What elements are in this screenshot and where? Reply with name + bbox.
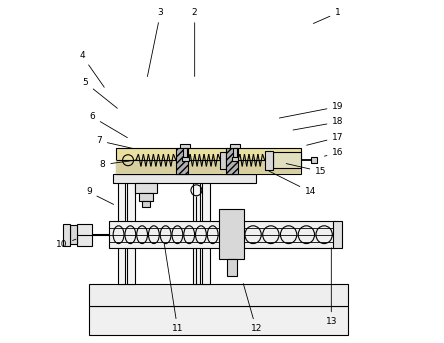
Text: 18: 18 — [293, 117, 344, 130]
Bar — [118, 182, 125, 284]
Bar — [70, 225, 78, 244]
Bar — [116, 160, 301, 174]
Bar — [230, 144, 240, 148]
Text: 14: 14 — [269, 171, 317, 197]
Text: 17: 17 — [307, 133, 344, 145]
Bar — [227, 259, 238, 276]
Text: 13: 13 — [325, 248, 337, 326]
Text: 3: 3 — [147, 8, 163, 76]
Text: 8: 8 — [99, 160, 137, 169]
Text: 1: 1 — [313, 8, 341, 23]
Text: 15: 15 — [286, 164, 327, 176]
Bar — [232, 157, 238, 161]
Bar — [139, 193, 153, 201]
Text: 6: 6 — [89, 113, 127, 138]
Bar — [77, 224, 92, 246]
Bar — [63, 224, 70, 246]
Bar — [265, 151, 273, 170]
Text: 2: 2 — [192, 8, 198, 76]
Text: 10: 10 — [56, 239, 76, 249]
Bar — [176, 148, 188, 174]
Bar — [273, 152, 301, 168]
Bar — [113, 174, 256, 184]
Bar — [333, 221, 341, 248]
Bar — [311, 157, 317, 163]
Text: 16: 16 — [325, 148, 344, 157]
Bar — [127, 182, 135, 284]
Text: 4: 4 — [79, 51, 104, 87]
Bar — [142, 201, 150, 208]
Bar — [233, 148, 237, 158]
Bar — [193, 182, 201, 284]
Bar — [89, 284, 349, 306]
Text: 19: 19 — [279, 102, 344, 118]
Text: 12: 12 — [243, 283, 262, 333]
Text: 11: 11 — [164, 244, 183, 333]
Bar — [218, 209, 244, 259]
Bar — [180, 144, 190, 148]
Bar — [109, 221, 335, 248]
Bar — [89, 306, 349, 335]
Bar — [116, 148, 301, 174]
Text: 7: 7 — [96, 136, 134, 149]
Bar — [183, 148, 187, 158]
Bar — [226, 148, 238, 174]
Bar — [220, 152, 226, 169]
Text: 9: 9 — [86, 188, 114, 204]
Bar — [202, 182, 210, 284]
Bar — [135, 184, 157, 193]
Bar — [182, 157, 189, 161]
Text: 5: 5 — [83, 78, 117, 108]
